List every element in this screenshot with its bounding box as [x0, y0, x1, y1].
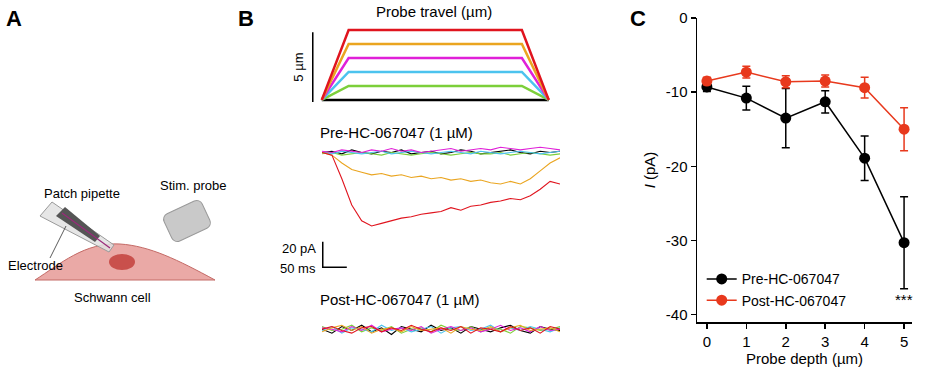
svg-text:4: 4 — [860, 333, 868, 350]
svg-text:-20: -20 — [666, 158, 688, 175]
svg-text:2: 2 — [782, 333, 790, 350]
svg-text:-10: -10 — [666, 83, 688, 100]
svg-text:C: C — [630, 6, 646, 31]
svg-text:***: *** — [895, 291, 913, 308]
svg-text:Post-HC-067047 (1 µM): Post-HC-067047 (1 µM) — [320, 291, 480, 308]
svg-text:Patch pipette: Patch pipette — [44, 186, 120, 201]
svg-text:0: 0 — [679, 9, 687, 26]
svg-text:B: B — [238, 6, 254, 31]
svg-text:3: 3 — [821, 333, 829, 350]
svg-text:Electrode: Electrode — [8, 258, 63, 273]
svg-text:1: 1 — [742, 333, 750, 350]
svg-text:-30: -30 — [666, 232, 688, 249]
svg-text:Schwann cell: Schwann cell — [74, 290, 151, 305]
svg-text:Pre-HC-067047 (1 µM): Pre-HC-067047 (1 µM) — [320, 124, 473, 141]
svg-text:I (pA): I (pA) — [641, 152, 658, 189]
svg-text:Pre-HC-067047: Pre-HC-067047 — [742, 271, 840, 287]
svg-text:5: 5 — [900, 333, 908, 350]
svg-text:Probe depth (µm): Probe depth (µm) — [746, 350, 863, 367]
svg-text:A: A — [6, 6, 22, 31]
svg-text:-40: -40 — [666, 306, 688, 323]
svg-text:50 ms: 50 ms — [280, 261, 316, 276]
svg-text:5 µm: 5 µm — [291, 52, 306, 81]
svg-text:Probe travel (µm): Probe travel (µm) — [376, 3, 492, 20]
svg-text:0: 0 — [703, 333, 711, 350]
svg-text:Stim. probe: Stim. probe — [160, 178, 226, 193]
svg-text:20 pA: 20 pA — [282, 241, 316, 256]
svg-text:Post-HC-067047: Post-HC-067047 — [742, 293, 846, 309]
